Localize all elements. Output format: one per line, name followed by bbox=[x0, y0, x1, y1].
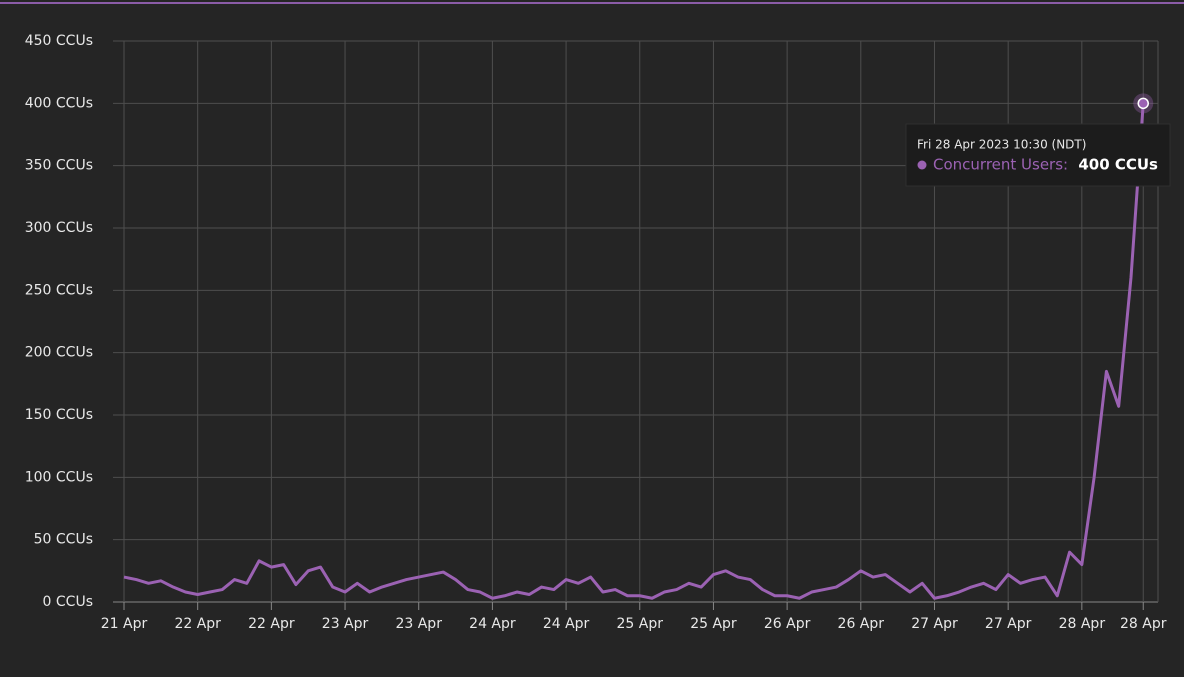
y-tick-label: 300 CCUs bbox=[25, 220, 93, 236]
grid: 0 CCUs 50 CCUs 100 CCUs 150 CCUs 200 CCUs 250… bbox=[25, 33, 1167, 632]
y-tick-label: 150 CCUs bbox=[25, 407, 93, 423]
point bbox=[1137, 97, 1149, 110]
y-tick-label: 450 CCUs bbox=[25, 33, 93, 49]
x-tick-label: 25 Apr bbox=[617, 616, 664, 632]
tooltip: Fri 28 Apr 2023 10:30 (NDT) Concurrent U… bbox=[905, 123, 1171, 187]
y-tick-label: 250 CCUs bbox=[25, 282, 93, 298]
line bbox=[123, 103, 1145, 600]
x-tick-label: 28 Apr bbox=[1120, 616, 1167, 632]
tooltip-value: 400 CCUs bbox=[1078, 156, 1158, 174]
x-tick-label: 27 Apr bbox=[911, 616, 958, 632]
tooltip-title: Fri 28 Apr 2023 10:30 (NDT) bbox=[917, 138, 1086, 152]
y-tick-label: 400 CCUs bbox=[25, 95, 93, 111]
y-tick-label: 50 CCUs bbox=[34, 532, 93, 548]
x-tick-label: 27 Apr bbox=[985, 616, 1032, 632]
x-tick-label: 22 Apr bbox=[174, 616, 221, 632]
tooltip-label: Concurrent Users: bbox=[933, 156, 1068, 174]
y-tick-label: 200 CCUs bbox=[25, 345, 93, 361]
y-tick-label: 100 CCUs bbox=[25, 469, 93, 485]
x-tick-label: 26 Apr bbox=[838, 616, 885, 632]
x-tick-label: 24 Apr bbox=[469, 616, 516, 632]
x-tick-label: 22 Apr bbox=[248, 616, 295, 632]
x-tick-label: 26 Apr bbox=[764, 616, 811, 632]
tooltip-box bbox=[905, 123, 1171, 187]
plot bbox=[123, 93, 1154, 600]
y-tick-label: 0 CCUs bbox=[43, 594, 93, 610]
x-tick-label: 23 Apr bbox=[322, 616, 369, 632]
x-tick-label: 28 Apr bbox=[1059, 616, 1106, 632]
x-tick-label: 21 Apr bbox=[101, 616, 148, 632]
tooltip-dot bbox=[917, 160, 927, 170]
x-tick-label: 25 Apr bbox=[690, 616, 737, 632]
x-tick-label: 24 Apr bbox=[543, 616, 590, 632]
y-tick-label: 350 CCUs bbox=[25, 158, 93, 174]
x-tick-label: 23 Apr bbox=[395, 616, 442, 632]
